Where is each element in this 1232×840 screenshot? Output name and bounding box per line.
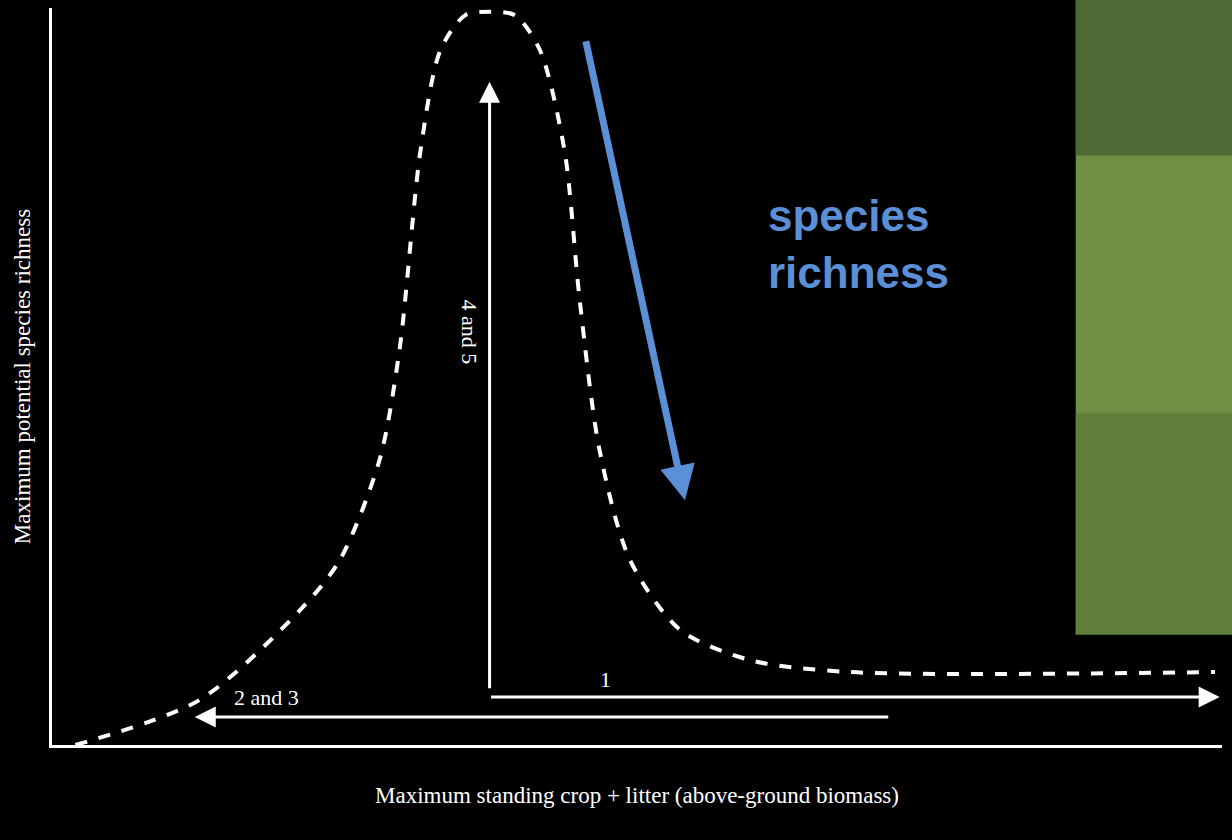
svg-text:Maximum potential species rich: Maximum potential species richness — [10, 209, 35, 544]
svg-text:4 and 5: 4 and 5 — [457, 300, 482, 365]
svg-text:speciesrichness: speciesrichness — [768, 191, 949, 297]
svg-text:1: 1 — [600, 667, 611, 692]
svg-text:2 and 3: 2 and 3 — [234, 685, 299, 710]
svg-text:Maximum standing crop + litter: Maximum standing crop + litter (above-gr… — [375, 783, 899, 808]
